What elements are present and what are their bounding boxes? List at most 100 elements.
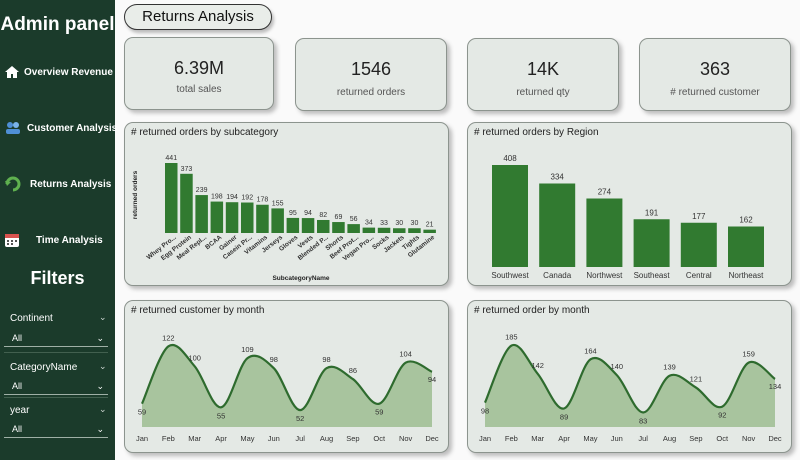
data-label: 274 <box>598 188 612 197</box>
month-label: May <box>583 434 597 443</box>
series-line[interactable] <box>140 343 433 412</box>
month-label: Jul <box>295 434 305 443</box>
customers-icon <box>6 122 20 134</box>
data-label: 198 <box>211 194 223 201</box>
category-label: Southwest <box>491 271 529 280</box>
bar[interactable] <box>347 224 360 233</box>
data-label: 441 <box>165 155 177 162</box>
series-line[interactable] <box>483 343 776 414</box>
order-month-area-chart: 98 Jan 185 Feb 142 Mar 89 Apr 164 May 140 Jun 83 Jul 1… <box>479 333 782 443</box>
nav-overview-revenue[interactable]: Overview Revenue <box>0 55 115 89</box>
nav-customer-analysis[interactable]: Customer Analysis <box>0 111 117 145</box>
month-label: Aug <box>320 434 333 443</box>
bar[interactable] <box>241 202 254 233</box>
data-label: 239 <box>196 187 208 194</box>
data-label: 192 <box>241 195 253 202</box>
category-label: Northeast <box>729 271 764 280</box>
month-label: Feb <box>505 434 518 443</box>
chart-card-order-month: # returned order by month 98 Jan 185 Feb 142… <box>467 300 792 453</box>
data-label: 92 <box>718 411 726 420</box>
data-label: 109 <box>241 345 254 354</box>
chart-title: # returned order by month <box>474 305 590 316</box>
bar[interactable] <box>492 165 528 267</box>
kpi-label: # returned customer <box>670 87 760 98</box>
bar[interactable] <box>586 198 623 268</box>
data-label: 89 <box>560 413 568 422</box>
month-label: Oct <box>373 434 386 443</box>
bar[interactable] <box>180 173 193 233</box>
sidebar: Admin panel Overview Revenue Customer An… <box>0 0 117 460</box>
data-label: 98 <box>322 355 330 364</box>
month-label: Oct <box>716 434 729 443</box>
month-label: Aug <box>663 434 676 443</box>
data-label: 373 <box>181 166 193 173</box>
chevron-down-icon[interactable]: ⌄ <box>99 404 107 414</box>
category-value: All <box>12 381 23 391</box>
bar[interactable] <box>408 228 421 233</box>
category-select[interactable]: All ⌄ <box>4 379 108 395</box>
bar[interactable] <box>286 217 300 233</box>
bar[interactable] <box>332 222 345 233</box>
data-label: 59 <box>138 408 146 417</box>
filter-label-year: year <box>10 405 30 416</box>
nav-label: Overview Revenue <box>24 66 113 78</box>
month-label: Jul <box>638 434 648 443</box>
nav-time-analysis[interactable]: Time Analysis <box>0 223 115 257</box>
data-label: 178 <box>257 197 269 204</box>
chevron-down-icon: ⌄ <box>96 333 104 343</box>
filter-label-continent: Continent <box>10 313 53 324</box>
data-label: 56 <box>350 216 358 223</box>
nav-returns-analysis[interactable]: Returns Analysis <box>0 167 115 201</box>
bar[interactable] <box>210 201 224 233</box>
continent-select[interactable]: All ⌄ <box>4 331 108 347</box>
home-icon <box>5 66 19 78</box>
chevron-down-icon[interactable]: ⌄ <box>99 312 107 322</box>
bar[interactable] <box>317 219 330 233</box>
bar[interactable] <box>728 226 764 268</box>
data-label: 155 <box>272 200 284 207</box>
bar[interactable] <box>633 219 670 267</box>
bar[interactable] <box>362 227 376 233</box>
bar[interactable] <box>225 202 239 233</box>
returns-icon <box>5 176 21 192</box>
month-label: Dec <box>425 434 439 443</box>
month-label: Mar <box>188 434 201 443</box>
filter-label-category: CategoryName <box>10 362 78 373</box>
category-label: Northwest <box>586 271 623 280</box>
data-label: 55 <box>217 411 225 420</box>
data-label: 86 <box>349 366 357 375</box>
bar[interactable] <box>271 208 284 233</box>
category-label: Canada <box>543 271 572 280</box>
month-label: Nov <box>742 434 756 443</box>
bar[interactable] <box>301 218 315 233</box>
year-value: All <box>12 424 23 434</box>
bar[interactable] <box>256 204 269 233</box>
chevron-down-icon[interactable]: ⌄ <box>99 361 107 371</box>
bar[interactable] <box>539 183 576 268</box>
data-label: 142 <box>531 361 544 370</box>
month-label: Feb <box>162 434 175 443</box>
bar[interactable] <box>377 227 391 233</box>
data-label: 194 <box>226 194 238 201</box>
x-axis-label: SubcategoryName <box>272 275 329 282</box>
data-label: 159 <box>742 350 755 359</box>
data-label: 34 <box>365 220 373 227</box>
month-label: May <box>240 434 254 443</box>
category-label: Central <box>686 271 712 280</box>
data-label: 52 <box>296 414 304 423</box>
month-label: Jun <box>268 434 280 443</box>
month-label: Dec <box>768 434 782 443</box>
bar[interactable] <box>393 228 406 233</box>
data-label: 122 <box>162 333 175 342</box>
data-label: 98 <box>270 355 278 364</box>
kpi-card-returned-orders: 1546 returned orders <box>295 38 447 111</box>
bar[interactable] <box>165 163 178 233</box>
bar[interactable] <box>195 195 208 233</box>
chart-title: # returned orders by Region <box>474 127 599 138</box>
bar[interactable] <box>680 222 717 267</box>
month-label: Jan <box>479 434 491 443</box>
filters-title: Filters <box>30 268 85 288</box>
bar[interactable] <box>423 229 436 233</box>
data-label: 104 <box>399 350 412 359</box>
year-select[interactable]: All ⌄ <box>4 422 108 438</box>
